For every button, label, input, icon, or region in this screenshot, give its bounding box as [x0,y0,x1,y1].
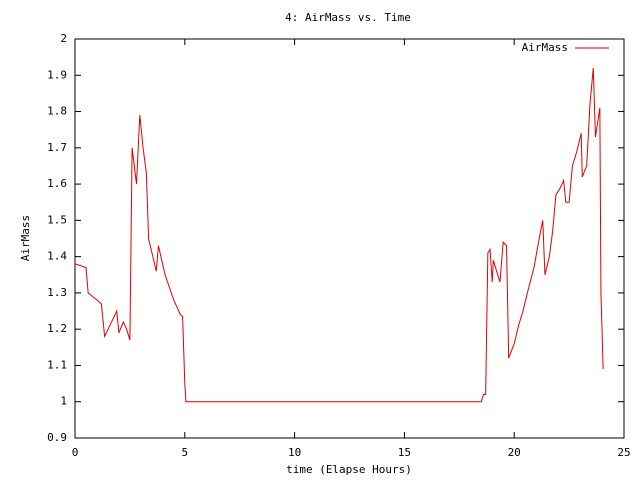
y-tick-label: 2 [60,32,67,45]
y-tick-label: 0.9 [47,431,67,444]
plot-border [74,38,625,439]
x-tick-label: 20 [508,446,521,459]
y-axis-label: AirMass [19,215,32,261]
x-tick-label: 15 [398,446,411,459]
legend-label: AirMass [522,41,568,54]
chart-title: 4: AirMass vs. Time [285,11,411,24]
x-tick-label: 25 [617,446,630,459]
y-tick-label: 1.2 [47,322,67,335]
y-tick-label: 1.6 [47,177,67,190]
x-tick-label: 0 [72,446,79,459]
x-tick-label: 5 [181,446,188,459]
x-tick-label: 10 [288,446,301,459]
y-tick-label: 1.5 [47,213,67,226]
data-line [74,67,604,403]
y-tick-label: 1.3 [47,286,67,299]
y-tick-label: 1 [60,395,67,408]
y-tick-label: 1.7 [47,141,67,154]
y-tick-label: 1.9 [47,68,67,81]
y-tick-label: 1.8 [47,105,67,118]
x-axis-label: time (Elapse Hours) [286,463,412,476]
y-tick-label: 1.1 [47,358,67,371]
y-tick-label: 1.4 [47,250,67,263]
